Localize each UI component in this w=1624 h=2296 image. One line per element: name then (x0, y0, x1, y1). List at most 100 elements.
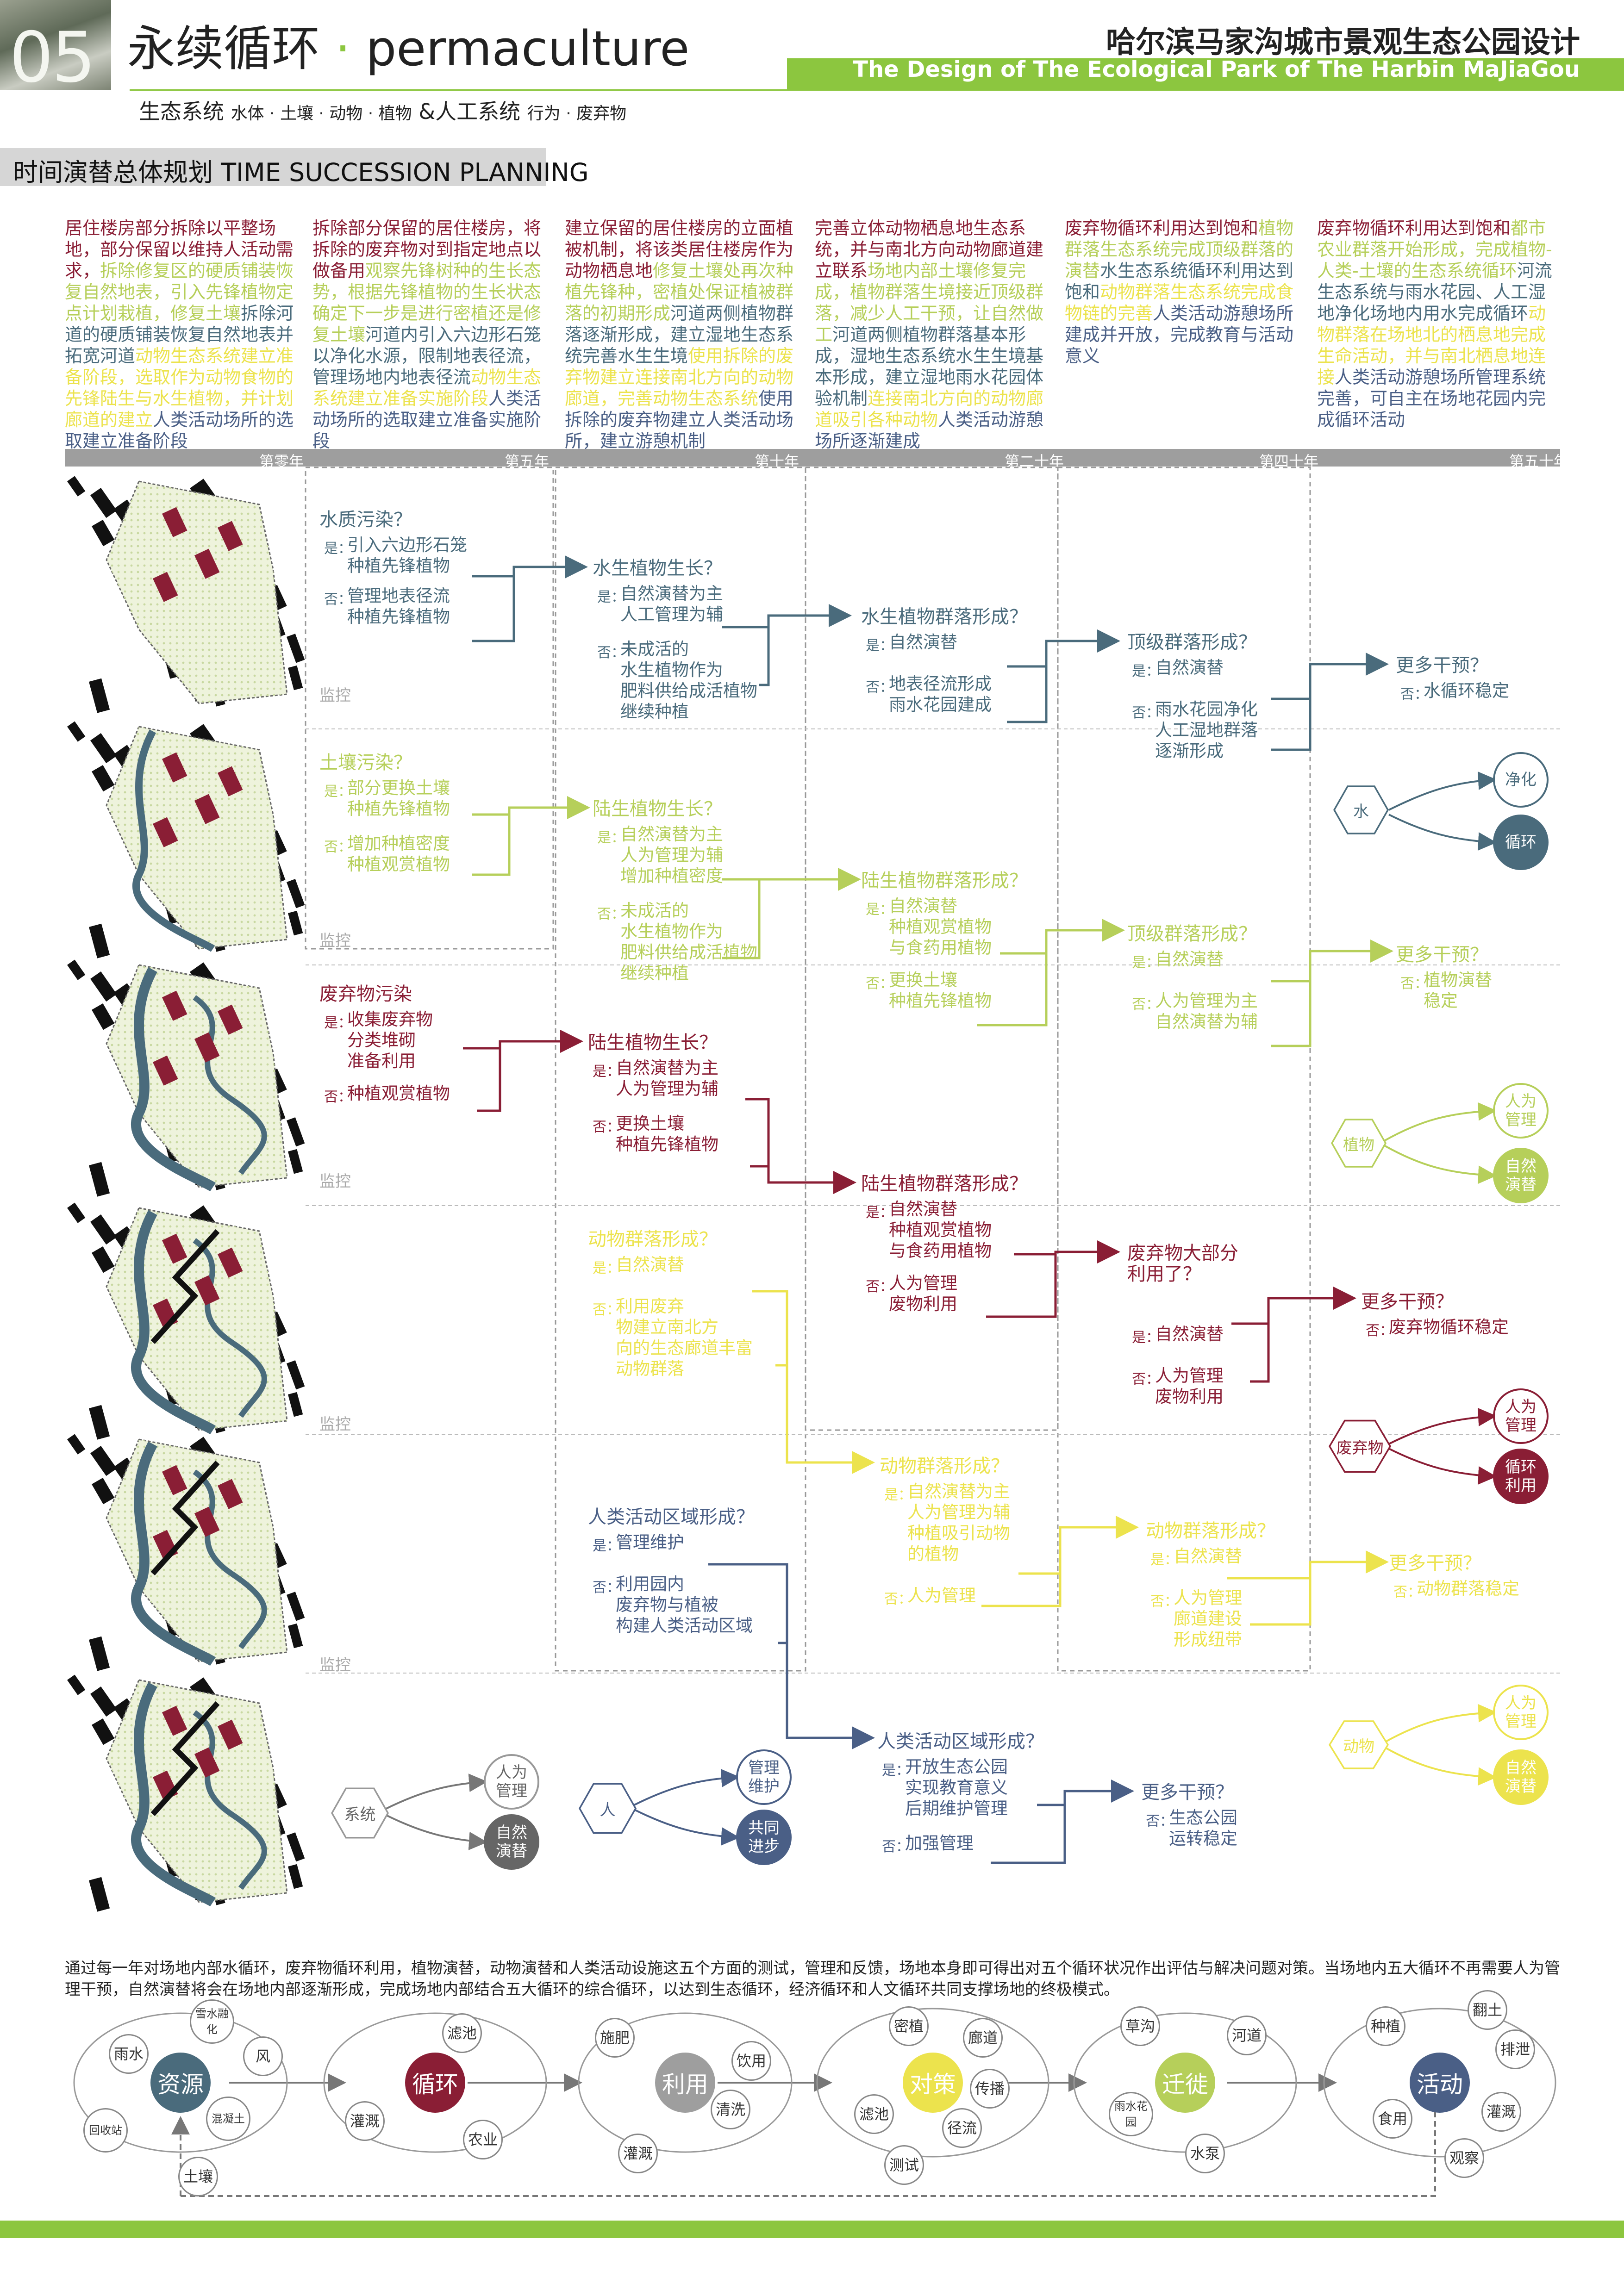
cycle-node-2: 利用 (655, 2053, 715, 2113)
waste-q0-question: 废弃物污染 (319, 983, 412, 1005)
column-2-part-1: 修复土壤处再次种植先锋种，密植处保证植被群落的初期形成 (565, 261, 794, 324)
river-4 (131, 1441, 216, 1666)
human-q1-no: 利用园内 废弃物与植被 构建人类活动区域 (616, 1574, 753, 1636)
building-2-18 (286, 1117, 305, 1147)
column-0-part-1: 拆除修复区的硬质铺装恢复自然地表，引入先锋植物定点计划栽植，修复土壤 (65, 261, 294, 324)
row-separators (306, 728, 1560, 1674)
cycle-node-4: 迁徙 (1155, 2053, 1215, 2113)
retained-building-4-2 (218, 1479, 243, 1509)
water-hub: 水 (1335, 787, 1387, 833)
human-q2-no-label: 否： (882, 1839, 910, 1855)
column-0-part-0: 居住楼房部分拆除以平整场地，部分保留以维持人活动需求， (65, 218, 294, 281)
column-4: 废弃物循环利用达到饱和植物群落生态系统完成顶级群落的演替水生态系统循环利用达到饱… (1065, 218, 1308, 367)
waste-q2-no-label: 否： (866, 1279, 893, 1295)
animal-corridor-5 (150, 1701, 220, 1817)
subtitle: 生态系统 水体 · 土壤 · 动物 · 植物 &人工系统 行为 · 废弃物 (139, 95, 626, 125)
building-0-19 (89, 678, 110, 713)
waste-q4-question: 更多干预？ (1361, 1291, 1454, 1313)
monitor-water: 监控 (319, 686, 351, 705)
river-branch-2 (193, 995, 267, 1175)
water-connectors (472, 555, 1389, 751)
waste-out-recycle: 循环 利用 (1493, 1449, 1549, 1504)
column-5-part-3: 动物群落在场地北的栖息地完成生命活动，并与南北栖息地连接 (1317, 303, 1546, 387)
soil-q2-yes: 自然演替 种植观赏植物 与食药用植物 (889, 896, 992, 958)
human-q1-question: 人类活动区域形成？ (588, 1506, 755, 1528)
water-q1-yes-label: 是： (597, 589, 625, 605)
animal-q2-no: 人为管理 (907, 1585, 976, 1606)
soil-q4-no-label: 否： (1400, 976, 1428, 992)
retained-building-2-0 (162, 990, 187, 1021)
retained-building-3-0 (162, 1233, 187, 1264)
water-q1-no: 未成活的 水生植物作为 肥料供给成活植物 继续种植 (620, 639, 757, 722)
river-2 (131, 967, 216, 1192)
soil-q2-question: 陆生植物群落形成？ (861, 870, 1028, 891)
soil-q1-no-label: 否： (597, 906, 625, 922)
river-1 (132, 729, 215, 952)
animal-q1-yes: 自然演替 (616, 1254, 684, 1275)
legend-out-natural: 自然 演替 (484, 1814, 539, 1870)
animal-out-manage-text-0: 人为 (1505, 1694, 1537, 1712)
human-out-maintain: 管理 维护 (736, 1749, 792, 1805)
footer-description: 通过每一年对场地内部水循环，废弃物循环利用，植物演替，动物演替和人类活动设施这五… (65, 1959, 1560, 1999)
waste-q4-no: 废弃物循环稳定 (1389, 1317, 1509, 1338)
animal-q1-question: 动物群落形成？ (588, 1229, 718, 1250)
water-q1-no-label: 否： (597, 645, 625, 661)
building-1-18 (287, 879, 305, 908)
soil-q4-question: 更多干预？ (1396, 944, 1488, 965)
cycle-label-4: 混凝土 (206, 2097, 250, 2141)
water-q3-yes-label: 是： (1132, 663, 1160, 679)
retained-building-0-2 (217, 521, 243, 551)
soil-q3-no: 人为管理为主 自然演替为辅 (1155, 990, 1258, 1032)
waste-out-recycle-text-0: 循环 (1505, 1458, 1537, 1476)
site-map-1 (67, 721, 305, 958)
column-4-part-3: 动物群落生态系统完成食物链的完善 (1065, 282, 1294, 324)
cycle-label-13: 密植 (889, 2006, 929, 2046)
soil-q0-yes-label: 是： (324, 784, 352, 800)
animal-q1-no-label: 否： (593, 1302, 620, 1318)
column-3-part-4: 人类活动游憩场所逐渐建成 (815, 410, 1044, 451)
building-3-10 (90, 1214, 117, 1245)
cycle-label-27: 灌溉 (1481, 2092, 1521, 2132)
project-title-en: The Design of The Ecological Park of The… (853, 56, 1580, 82)
monitor-animal: 监控 (319, 1415, 351, 1434)
cycle-label-24: 翻土 (1468, 1990, 1507, 2030)
soil-q3-question: 顶级群落形成？ (1127, 923, 1257, 945)
subtitle-a-small: 水体 · 土壤 · 动物 · 植物 (231, 104, 412, 123)
water-q1-yes-line-1: 人工管理为辅 (620, 604, 723, 624)
waste-q1-no-label: 否： (593, 1119, 620, 1135)
building-4-10 (90, 1445, 117, 1476)
column-0-part-3: 动物生态系统建立准备阶段，选取作为动物食物的先锋陆生与水生植物，并计划廊道的建立 (65, 346, 294, 430)
cycle-label-2: 风 (243, 2036, 283, 2076)
river-5 (131, 1682, 216, 1907)
site-maps (67, 476, 305, 1912)
water-q0-yes: 引入六边形石笼 种植先锋植物 (347, 535, 467, 576)
title-en: permaculture (366, 20, 690, 77)
waste-q1-yes-label: 是： (593, 1064, 620, 1080)
waste-q1-no-line-1: 种植先锋植物 (616, 1134, 718, 1154)
animal-corridor-3 (150, 1229, 220, 1344)
building-3-0 (67, 1202, 86, 1223)
waste-q2-no: 人为管理 废物利用 (889, 1273, 957, 1314)
column-1-part-3: 动物生态系统建立准备实施阶段 (312, 367, 542, 409)
water-hub-outline: 水 (1333, 785, 1389, 834)
column-5: 废弃物循环利用达到饱和都市农业群落开始形成，完成植物-人类-土壤的生态系统循环河… (1317, 218, 1560, 430)
soil-q1-yes: 自然演替为主 人为管理为辅 增加种植密度 (620, 824, 723, 886)
water-q3-question: 顶级群落形成？ (1127, 632, 1257, 653)
retained-building-1-0 (162, 752, 187, 783)
timeline-bar (65, 449, 1560, 467)
animal-q3-no-line-1: 廊道建设 (1174, 1609, 1242, 1629)
cycle-label-28: 观察 (1444, 2138, 1484, 2178)
water-q2-no-label: 否： (866, 679, 893, 696)
soil-q1-yes-line-0: 自然演替为主 (620, 824, 723, 844)
soil-q1-no-line-3: 继续种植 (620, 963, 689, 983)
waste-q1-question: 陆生植物生长？ (588, 1032, 718, 1053)
waste-out-manage: 人为 管理 (1493, 1388, 1549, 1444)
human-q3-no-label: 否： (1146, 1813, 1174, 1829)
soil-q3-no-label: 否： (1132, 996, 1160, 1013)
waste-q2-no-line-0: 人为管理 (889, 1273, 957, 1293)
column-0-part-2: 拆除河道的硬质铺装恢复自然地表并拓宽河道 (65, 303, 294, 366)
soil-q1-no-line-1: 水生植物作为 (620, 921, 723, 941)
retained-building-3-2 (217, 1247, 243, 1278)
animal-q1-yes-label: 是： (593, 1260, 620, 1276)
water-q1-yes-line-0: 自然演替为主 (620, 584, 723, 604)
